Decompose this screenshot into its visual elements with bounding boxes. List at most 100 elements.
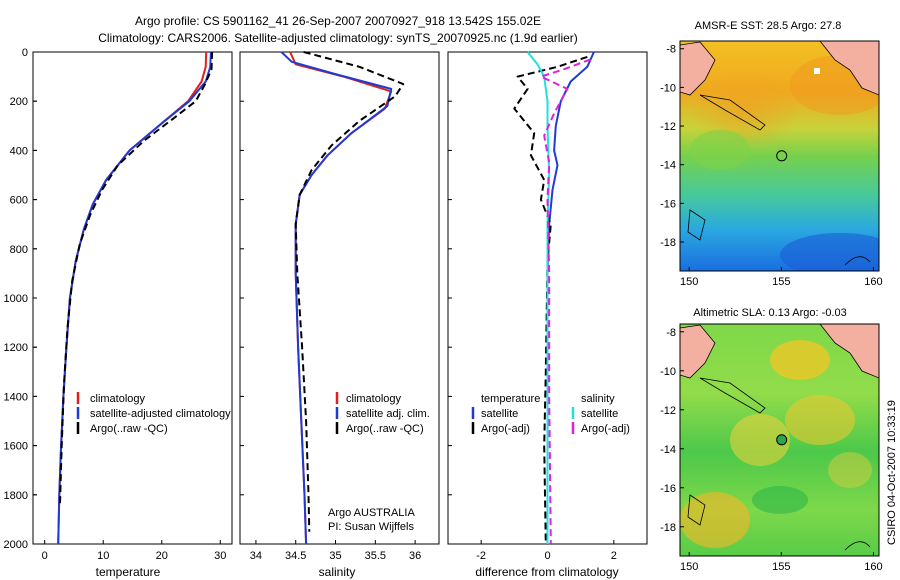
figure-title-line2: Climatology: CARS2006. Satellite-adjuste… — [98, 31, 578, 45]
series-line — [57, 51, 208, 545]
salinity-panel-frame — [239, 51, 440, 545]
depth-tick-label: 200 — [10, 96, 28, 108]
coastline-png — [680, 324, 716, 379]
x-tick-label: 2 — [611, 550, 617, 562]
sst-missing-pixel — [814, 68, 820, 74]
coastline-south — [844, 256, 871, 266]
legend-label-argo: Argo(..raw -QC) — [90, 423, 168, 435]
lat-tick-label: -14 — [660, 160, 676, 172]
x-tick-label: 35.5 — [365, 550, 386, 562]
x-tick-label: 36 — [409, 550, 421, 562]
x-tick-label: 0 — [544, 550, 550, 562]
legend-label-argo: Argo(..raw -QC) — [346, 423, 424, 435]
depth-tick-label: 0 — [22, 47, 28, 59]
figure-title-line1: Argo profile: CS 5901162_41 26-Sep-2007 … — [135, 14, 541, 28]
sla-map-frame — [679, 323, 880, 557]
lon-tick-label: 160 — [864, 561, 882, 573]
legend-label-satellite-adj: satellite adj. clim. — [346, 408, 430, 420]
lat-tick-label: -12 — [660, 405, 676, 417]
x-tick-label: 35 — [329, 550, 341, 562]
sst-map-field — [680, 41, 879, 271]
lat-tick-label: -14 — [660, 444, 676, 456]
depth-axis: 0 200 400 600 800 1000 1200 1400 1600 1800 2000 — [4, 47, 37, 551]
lat-tick-label: -10 — [660, 82, 676, 94]
side-credit: CSIRO 04-Oct-2007 10:33:19 — [886, 400, 898, 545]
difference-xlabel: difference from climatology — [475, 565, 618, 579]
sla-map-axes: 150 155 160 -8 -10 -12 -14 -16 -18 — [660, 327, 883, 573]
annotation-pi: PI: Susan Wijffels — [328, 521, 414, 533]
depth-tick-label: 600 — [10, 195, 28, 207]
series-line — [513, 55, 588, 545]
annotation-argo-australia: Argo AUSTRALIA — [328, 507, 415, 519]
temperature-series — [57, 51, 214, 545]
lat-tick-label: -12 — [660, 121, 676, 133]
x-tick-label: -2 — [476, 550, 486, 562]
x-tick-label: 30 — [214, 550, 226, 562]
x-tick-label: 0 — [42, 550, 48, 562]
legend-group-salinity: salinity — [581, 393, 615, 405]
lat-tick-label: -16 — [660, 198, 676, 210]
argo-float-marker — [776, 434, 788, 446]
legend-label-satellite-adjusted: satellite-adjusted climatology — [90, 408, 231, 420]
coastline-islands — [699, 377, 766, 414]
coastline-reef — [687, 494, 706, 526]
legend-label-temp-argo: Argo(-adj) — [481, 423, 530, 435]
depth-tick-label: 1000 — [4, 293, 28, 305]
sst-map-frame — [679, 40, 880, 272]
series-line — [289, 51, 393, 545]
depth-tick-label: 1800 — [4, 490, 28, 502]
salinity-series — [280, 51, 405, 545]
salinity-legend: climatology satellite adj. clim. Argo(..… — [328, 392, 430, 533]
legend-group-temperature: temperature — [481, 393, 540, 405]
coastline-south — [844, 541, 871, 551]
series-line — [294, 51, 405, 532]
coastline-solomon — [819, 324, 879, 379]
legend-label-climatology: climatology — [346, 393, 402, 405]
depth-tick-label: 800 — [10, 244, 28, 256]
lat-tick-label: -16 — [660, 483, 676, 495]
series-line — [546, 51, 595, 544]
lat-tick-label: -18 — [660, 522, 676, 534]
argo-float-marker — [776, 150, 788, 162]
series-line — [539, 58, 591, 545]
coastline-reef — [687, 209, 706, 241]
x-tick-label: 20 — [156, 550, 168, 562]
series-line — [57, 51, 212, 545]
difference-legend: temperature satellite Argo(-adj) salinit… — [471, 393, 630, 435]
depth-tick-label: 1200 — [4, 342, 28, 354]
depth-tick-label: 1600 — [4, 441, 28, 453]
legend-label-sal-satellite: satellite — [581, 408, 618, 420]
lat-tick-label: -18 — [660, 237, 676, 249]
depth-tick-label: 400 — [10, 145, 28, 157]
temperature-panel-frame — [32, 51, 233, 545]
lon-tick-label: 155 — [772, 276, 790, 288]
sst-map-title: AMSR-E SST: 28.5 Argo: 27.8 — [695, 20, 842, 32]
x-tick-label: 34.5 — [285, 550, 306, 562]
coastline-png — [680, 41, 716, 96]
x-tick-label: 10 — [97, 550, 109, 562]
temperature-legend: climatology satellite-adjusted climatolo… — [76, 392, 231, 435]
lon-tick-label: 150 — [680, 561, 698, 573]
salinity-axis: 34 34.5 35 35.5 36 — [240, 51, 421, 562]
temperature-xlabel: temperature — [96, 565, 161, 579]
legend-label-sal-argo: Argo(-adj) — [581, 423, 630, 435]
sla-map-title: Altimetric SLA: 0.13 Argo: -0.03 — [693, 307, 846, 319]
salinity-xlabel: salinity — [319, 565, 356, 579]
lon-tick-label: 150 — [680, 276, 698, 288]
difference-series — [513, 51, 595, 545]
lat-tick-label: -8 — [666, 327, 676, 339]
coastline-solomon — [819, 41, 879, 96]
series-line — [58, 51, 214, 508]
depth-tick-label: 2000 — [4, 539, 28, 551]
lat-tick-label: -8 — [666, 44, 676, 56]
temperature-axis: 0 10 20 30 — [33, 51, 226, 562]
depth-tick-label: 1400 — [4, 391, 28, 403]
difference-axis: -2 0 2 — [448, 51, 617, 562]
lat-tick-label: -10 — [660, 366, 676, 378]
lon-tick-label: 160 — [864, 276, 882, 288]
series-line — [280, 51, 393, 545]
coastline-islands — [699, 94, 766, 131]
lon-tick-label: 155 — [772, 561, 790, 573]
sst-map-axes: 150 155 160 -8 -10 -12 -14 -16 -18 — [660, 44, 883, 288]
